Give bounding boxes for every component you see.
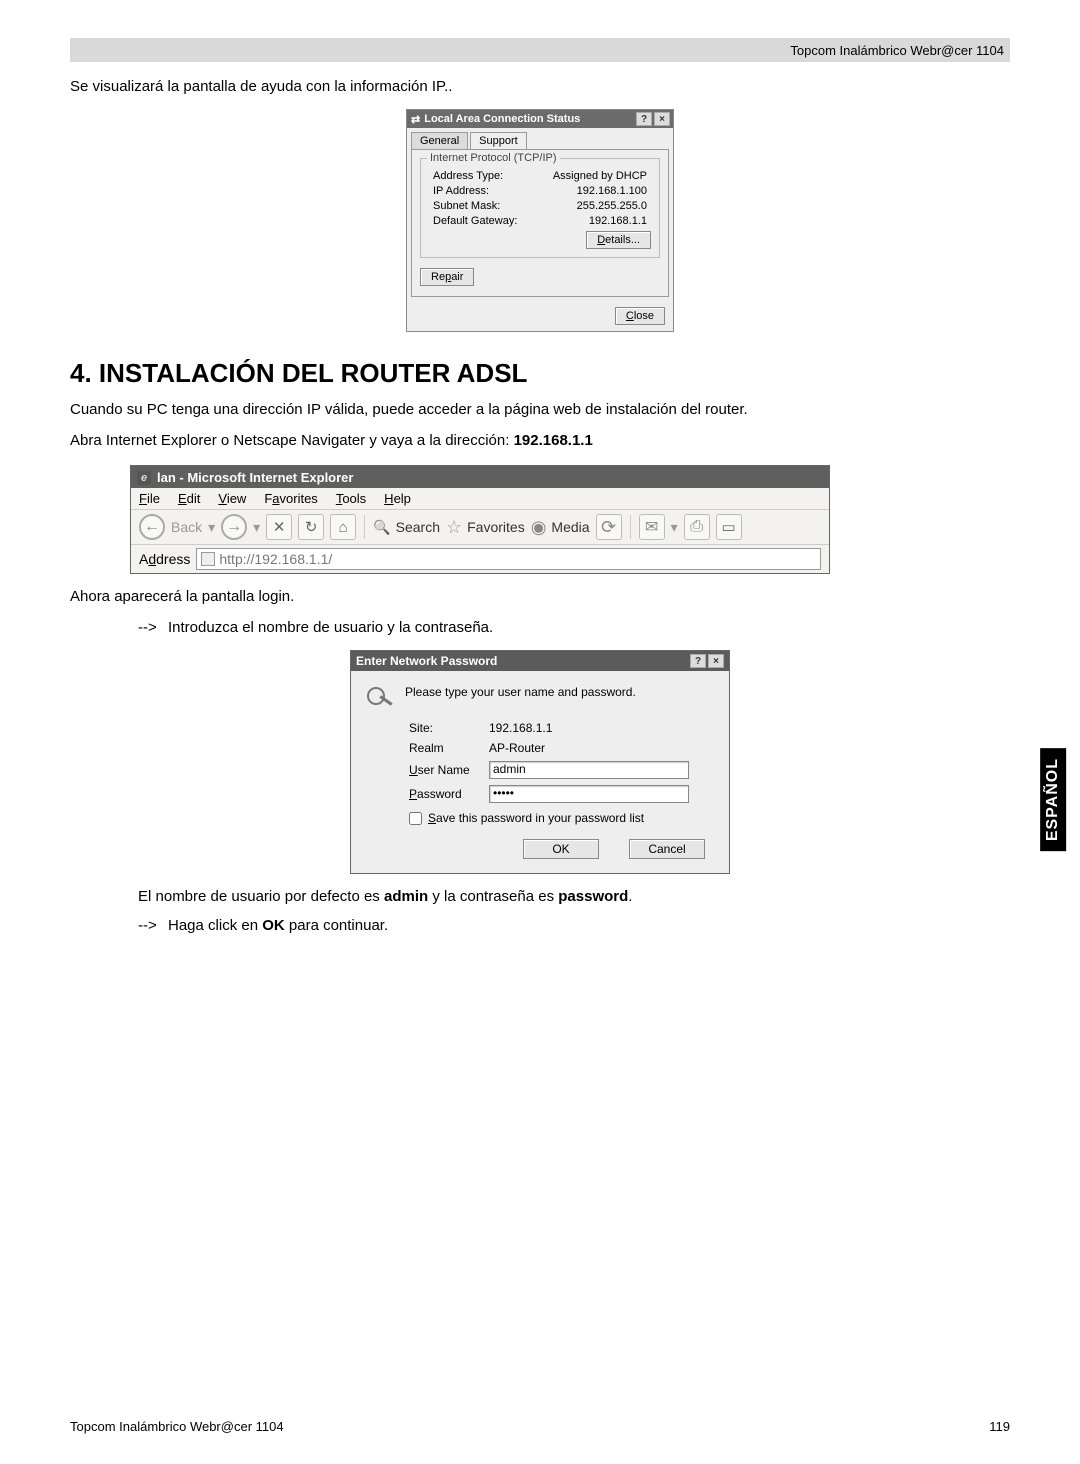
section-title: 4. INSTALACIÓN DEL ROUTER ADSL: [70, 358, 1010, 389]
print-button[interactable]: [684, 514, 710, 540]
menu-view[interactable]: View: [218, 491, 246, 506]
search-icon: [373, 519, 390, 536]
ie-logo-icon: [137, 469, 151, 485]
site-value: 192.168.1.1: [489, 721, 552, 735]
language-tab: ESPAÑOL: [1040, 748, 1066, 851]
ok-button[interactable]: OK: [523, 839, 599, 859]
refresh-button[interactable]: ↻: [298, 514, 324, 540]
menu-edit[interactable]: Edit: [178, 491, 200, 506]
page-icon: [201, 552, 215, 566]
mail-button[interactable]: [639, 514, 665, 540]
password-input[interactable]: •••••: [489, 785, 689, 803]
pw-help-icon[interactable]: ?: [690, 654, 706, 668]
pw-title-text: Enter Network Password: [356, 654, 497, 668]
back-label: Back: [171, 519, 202, 535]
pw-titlebar: Enter Network Password ? ×: [351, 651, 729, 671]
footer-left: Topcom Inalámbrico Webr@cer 1104: [70, 1419, 284, 1434]
menu-tools[interactable]: Tools: [336, 491, 366, 506]
password-label: Password: [409, 787, 489, 801]
back-dropdown-icon[interactable]: ▾: [208, 519, 215, 536]
ip-label: IP Address:: [433, 185, 489, 197]
tab-general[interactable]: General: [411, 132, 468, 149]
key-icon: [365, 685, 395, 715]
favorites-button[interactable]: Favorites: [446, 517, 525, 538]
search-button[interactable]: Search: [373, 519, 440, 536]
mask-label: Subnet Mask:: [433, 200, 500, 212]
menu-help[interactable]: Help: [384, 491, 411, 506]
address-label: Address: [139, 551, 190, 567]
username-input[interactable]: admin: [489, 761, 689, 779]
default-credentials-note: El nombre de usuario por defecto es admi…: [138, 886, 1010, 907]
mask-value: 255.255.255.0: [577, 200, 647, 212]
status-titlebar: ⇄ Local Area Connection Status ? ×: [407, 110, 673, 128]
close-icon[interactable]: ×: [654, 112, 670, 126]
tab-support[interactable]: Support: [470, 132, 527, 149]
status-title-text: Local Area Connection Status: [424, 113, 580, 125]
star-icon: [446, 517, 462, 538]
close-button[interactable]: Close: [615, 307, 665, 325]
media-button[interactable]: Media: [531, 517, 590, 538]
gw-label: Default Gateway:: [433, 215, 517, 227]
password-dialog: Enter Network Password ? × Please type y…: [350, 650, 730, 874]
ie-toolbar: ← Back ▾ → ▾ ✕ ↻ ⌂ Search Favorites Medi…: [131, 509, 829, 544]
status-dialog: ⇄ Local Area Connection Status ? × Gener…: [406, 109, 674, 332]
addr-type-label: Address Type:: [433, 170, 503, 182]
addr-type-value: Assigned by DHCP: [553, 170, 647, 182]
site-label: Site:: [409, 721, 489, 735]
ie-titlebar: lan - Microsoft Internet Explorer: [131, 466, 829, 488]
details-button[interactable]: Details...: [586, 231, 651, 249]
mail-dropdown-icon[interactable]: ▾: [671, 519, 678, 536]
tabs: General Support: [411, 132, 669, 149]
ie-menubar: File Edit View Favorites Tools Help: [131, 488, 829, 509]
instruction-1: -->Introduzca el nombre de usuario y la …: [138, 617, 1010, 638]
page-header: Topcom Inalámbrico Webr@cer 1104: [70, 38, 1010, 62]
cancel-button[interactable]: Cancel: [629, 839, 705, 859]
media-icon: [531, 517, 547, 538]
pw-prompt: Please type your user name and password.: [405, 685, 636, 699]
realm-label: Realm: [409, 741, 489, 755]
gw-value: 192.168.1.1: [589, 215, 647, 227]
address-value: http://192.168.1.1/: [219, 551, 332, 567]
username-label: User Name: [409, 763, 489, 777]
save-password-label: Save this password in your password list: [428, 811, 644, 825]
ie-window: lan - Microsoft Internet Explorer File E…: [130, 465, 830, 574]
address-input[interactable]: http://192.168.1.1/: [196, 548, 821, 570]
fwd-dropdown-icon[interactable]: ▾: [253, 519, 260, 536]
stop-button[interactable]: ✕: [266, 514, 292, 540]
tcpip-fieldset: Internet Protocol (TCP/IP) Address Type:…: [420, 158, 660, 258]
edit-button[interactable]: ▭: [716, 514, 742, 540]
ip-value: 192.168.1.100: [577, 185, 647, 197]
help-icon[interactable]: ?: [636, 112, 652, 126]
para-1: Cuando su PC tenga una dirección IP váli…: [70, 399, 1010, 420]
pw-close-icon[interactable]: ×: [708, 654, 724, 668]
home-button[interactable]: ⌂: [330, 514, 356, 540]
para-3: Ahora aparecerá la pantalla login.: [70, 586, 1010, 607]
intro-paragraph: Se visualizará la pantalla de ayuda con …: [70, 76, 1010, 97]
ie-title-text: lan - Microsoft Internet Explorer: [157, 470, 353, 485]
forward-button[interactable]: →: [221, 514, 247, 540]
header-text: Topcom Inalámbrico Webr@cer 1104: [790, 43, 1004, 58]
realm-value: AP-Router: [489, 741, 545, 755]
back-button[interactable]: ←: [139, 514, 165, 540]
menu-file[interactable]: File: [139, 491, 160, 506]
ie-address-bar: Address http://192.168.1.1/: [131, 544, 829, 573]
save-password-checkbox[interactable]: [409, 812, 422, 825]
repair-button[interactable]: Repair: [420, 268, 474, 286]
network-icon: ⇄: [411, 113, 420, 126]
para-2: Abra Internet Explorer o Netscape Naviga…: [70, 430, 1010, 451]
instruction-2: -->Haga click en OK para continuar.: [138, 915, 1010, 936]
fieldset-legend: Internet Protocol (TCP/IP): [427, 152, 560, 164]
history-button[interactable]: [596, 514, 622, 540]
footer-right: 119: [989, 1419, 1010, 1434]
menu-favorites[interactable]: Favorites: [264, 491, 317, 506]
